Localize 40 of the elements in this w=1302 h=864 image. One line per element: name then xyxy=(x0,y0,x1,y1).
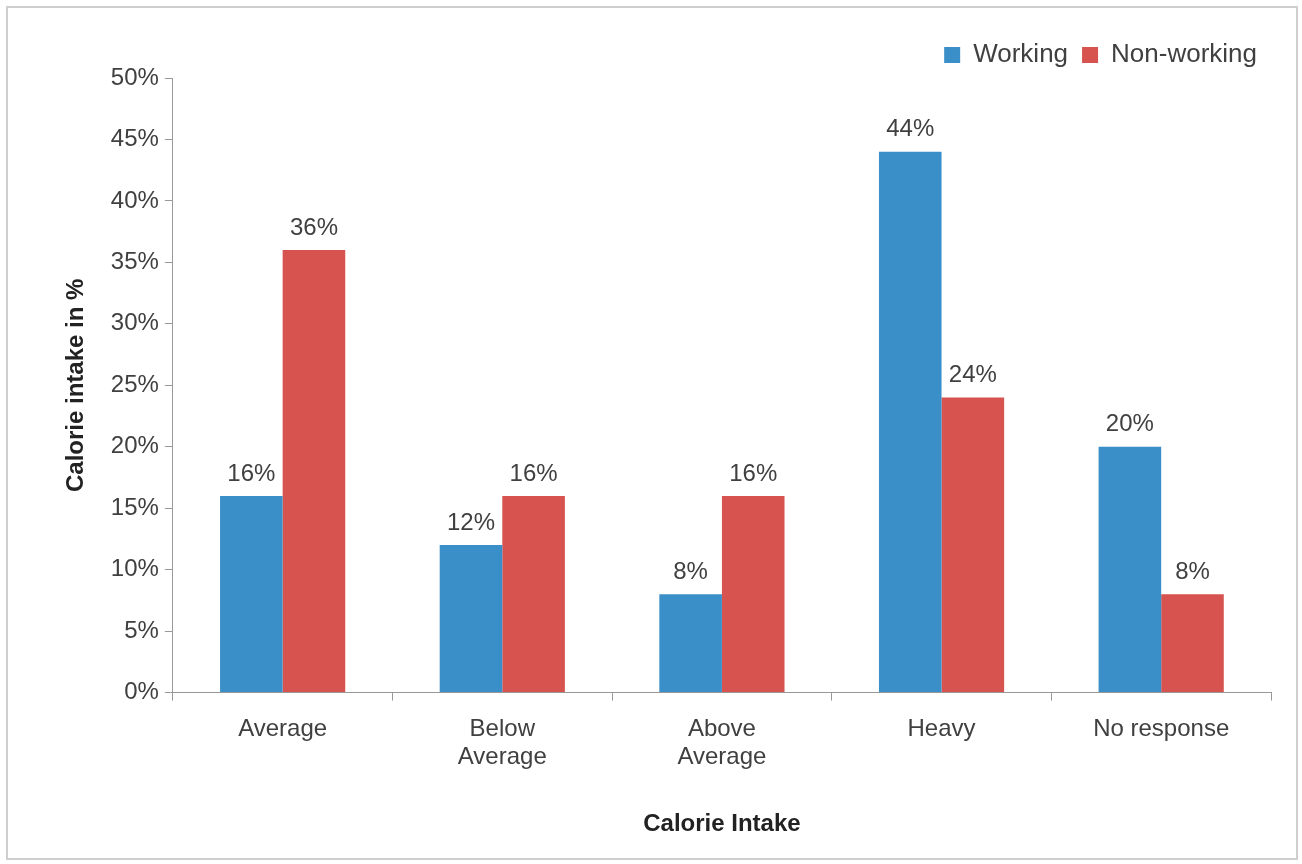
y-tick-label: 25% xyxy=(110,369,159,397)
data-label: 36% xyxy=(289,212,338,240)
bar xyxy=(721,495,785,693)
y-tick-label: 5% xyxy=(124,615,159,643)
bar xyxy=(941,397,1005,693)
bar xyxy=(1098,446,1162,693)
x-tick-label: Heavy xyxy=(907,713,976,741)
data-label: 44% xyxy=(886,114,935,142)
y-tick-label: 0% xyxy=(124,677,159,705)
legend-label: Working xyxy=(973,38,1069,69)
y-tick-label: 50% xyxy=(110,62,159,90)
x-tick-label: No response xyxy=(1093,713,1230,741)
data-label: 12% xyxy=(446,507,496,535)
y-tick-label: 20% xyxy=(110,431,159,459)
bar xyxy=(282,250,346,693)
x-tick-label: Below Average xyxy=(457,713,547,770)
legend-label: Non-working xyxy=(1111,38,1258,69)
y-tick-label: 10% xyxy=(110,554,159,582)
bar xyxy=(1161,594,1224,693)
bar xyxy=(659,594,722,693)
data-label: 16% xyxy=(509,458,558,486)
data-label: 16% xyxy=(227,458,276,486)
data-label: 24% xyxy=(948,360,997,388)
data-label: 20% xyxy=(1105,409,1154,437)
bar xyxy=(878,151,942,693)
y-tick-label: 30% xyxy=(110,308,159,336)
bar xyxy=(439,545,503,693)
x-axis-title: Calorie Intake xyxy=(643,809,801,837)
y-tick-label: 35% xyxy=(110,247,159,275)
bar xyxy=(502,495,565,693)
x-tick-label: Average xyxy=(238,713,328,741)
x-tick-label: Above Average xyxy=(677,713,767,770)
y-axis-title: Calorie intake in % xyxy=(61,278,89,492)
data-label: 8% xyxy=(1175,556,1210,584)
data-label: 16% xyxy=(729,458,778,486)
data-label: 8% xyxy=(673,556,708,584)
y-tick-label: 45% xyxy=(110,124,159,152)
bar xyxy=(220,495,283,693)
y-tick-label: 15% xyxy=(110,492,159,520)
y-tick-label: 40% xyxy=(110,185,159,213)
